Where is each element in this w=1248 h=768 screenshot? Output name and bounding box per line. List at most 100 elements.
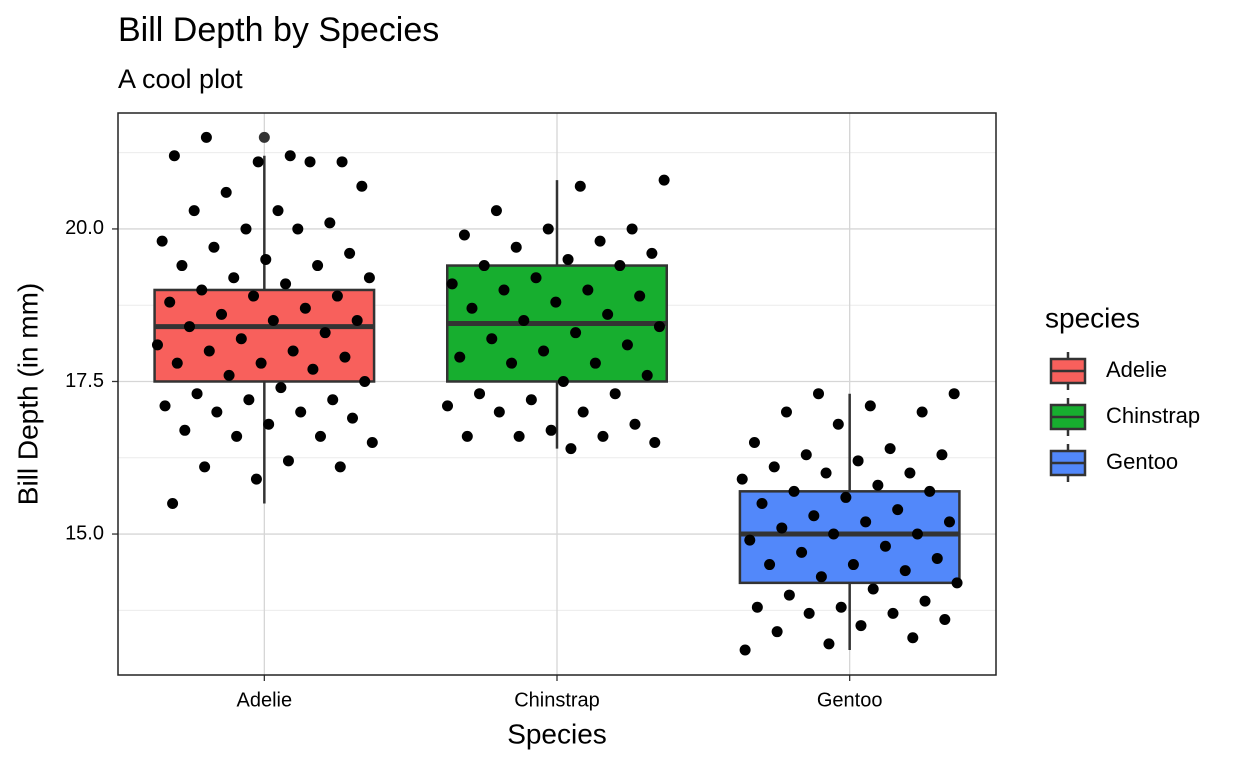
point	[442, 400, 454, 412]
point	[764, 559, 776, 571]
point	[474, 388, 486, 400]
point	[260, 253, 272, 265]
point	[756, 498, 768, 510]
point	[220, 186, 232, 198]
point	[931, 552, 943, 564]
point	[336, 156, 348, 168]
outlier	[258, 131, 270, 143]
point	[649, 437, 661, 449]
x-tick-label: Chinstrap	[514, 689, 600, 711]
x-tick-label: Adelie	[237, 689, 293, 711]
point	[366, 437, 378, 449]
point	[231, 430, 243, 442]
point	[594, 235, 606, 247]
point	[466, 302, 478, 314]
point	[240, 223, 252, 235]
point	[356, 180, 368, 192]
point	[609, 388, 621, 400]
point	[626, 223, 638, 235]
box	[153, 288, 376, 383]
point	[916, 406, 928, 418]
point	[813, 388, 825, 400]
point	[292, 223, 304, 235]
point	[252, 156, 264, 168]
point	[295, 406, 307, 418]
x-tick-label: Gentoo	[817, 689, 883, 711]
point	[771, 626, 783, 638]
point	[347, 412, 359, 424]
point	[196, 284, 208, 296]
point	[796, 546, 808, 558]
point	[304, 156, 316, 168]
point	[658, 174, 670, 186]
point	[538, 345, 550, 357]
point	[243, 394, 255, 406]
point	[919, 595, 931, 607]
point	[855, 620, 867, 632]
point	[653, 321, 665, 333]
point	[299, 302, 311, 314]
point	[768, 461, 780, 473]
point	[359, 375, 371, 387]
point	[211, 406, 223, 418]
point	[948, 388, 960, 400]
chart-subtitle: A cool plot	[118, 64, 243, 94]
point	[223, 369, 235, 381]
point	[808, 510, 820, 522]
point	[525, 394, 537, 406]
point	[847, 559, 859, 571]
point	[904, 467, 916, 479]
point	[776, 522, 788, 534]
point	[327, 394, 339, 406]
point	[803, 607, 815, 619]
point	[788, 485, 800, 497]
point	[736, 473, 748, 485]
point	[167, 498, 179, 510]
point	[739, 644, 751, 656]
point	[570, 327, 582, 339]
legend-title: species	[1045, 302, 1140, 333]
legend-label: Chinstrap	[1106, 403, 1200, 428]
point	[275, 382, 287, 394]
point	[828, 528, 840, 540]
point	[344, 247, 356, 259]
point	[557, 375, 569, 387]
point	[800, 449, 812, 461]
point	[250, 473, 262, 485]
point	[582, 284, 594, 296]
point	[629, 418, 641, 430]
point	[458, 229, 470, 241]
point	[183, 321, 195, 333]
point	[164, 296, 176, 308]
point	[840, 491, 852, 503]
point	[156, 235, 168, 247]
point	[574, 180, 586, 192]
point	[510, 241, 522, 253]
point	[823, 638, 835, 650]
point	[228, 272, 240, 284]
point	[907, 632, 919, 644]
plot-border	[117, 112, 997, 676]
point	[530, 272, 542, 284]
point	[646, 247, 658, 259]
x-axis-label: Species	[507, 718, 607, 749]
point	[751, 601, 763, 613]
point	[744, 534, 756, 546]
point	[832, 418, 844, 430]
point	[216, 308, 228, 320]
point	[545, 424, 557, 436]
point	[783, 589, 795, 601]
y-tick-label: 15.0	[65, 522, 104, 544]
point	[860, 516, 872, 528]
point	[835, 601, 847, 613]
point	[602, 308, 614, 320]
point	[334, 461, 346, 473]
point	[280, 278, 292, 290]
point	[887, 607, 899, 619]
point	[562, 253, 574, 265]
point	[176, 260, 188, 272]
point	[589, 357, 601, 369]
point	[331, 290, 343, 302]
point	[461, 430, 473, 442]
